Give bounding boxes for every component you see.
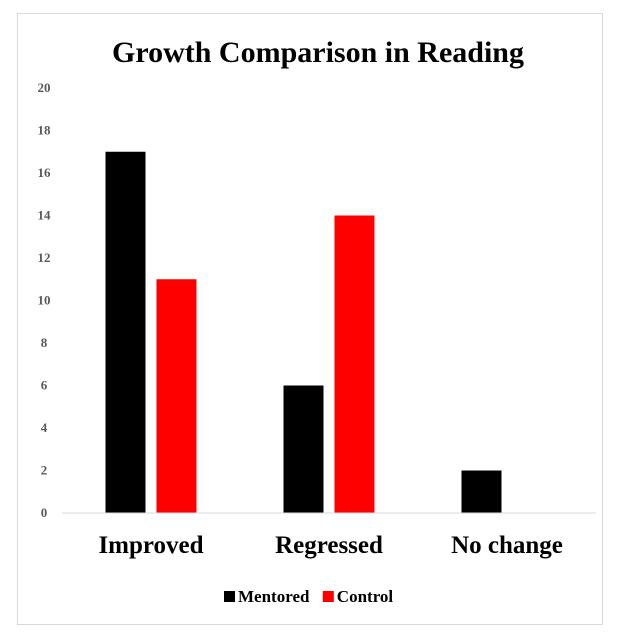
x-tick-label: Regressed [275,532,383,559]
y-tick-label: 10 [38,293,51,308]
legend: Mentored Control [224,587,393,606]
legend-swatch-mentored [224,591,235,602]
y-tick-label: 16 [38,165,52,180]
x-tick-label: Improved [98,532,203,559]
y-axis-ticks: 0 2 4 6 8 10 12 14 16 18 20 [38,80,52,520]
y-tick-label: 20 [38,80,51,95]
legend-swatch-control [322,591,334,602]
y-tick-label: 0 [41,505,48,520]
y-tick-label: 4 [41,420,48,435]
x-tick-label: No change [451,532,563,559]
y-tick-label: 8 [41,335,48,350]
chart-title: Growth Comparison in Reading [112,36,524,69]
y-tick-label: 18 [38,123,52,138]
bar-mentored-no-change [461,470,502,513]
bar-mentored-regressed [283,385,324,513]
bar-mentored-improved [105,151,146,513]
x-axis-ticks: Improved Regressed No change [98,532,562,559]
y-tick-label: 12 [38,250,51,265]
legend-label-control: Control [337,587,394,606]
y-tick-label: 6 [41,378,48,393]
y-tick-label: 2 [41,463,48,478]
y-tick-label: 14 [38,208,52,223]
bars [105,151,502,513]
legend-label-mentored: Mentored [238,587,310,606]
bar-control-regressed [334,215,375,513]
bar-control-improved [156,279,197,513]
